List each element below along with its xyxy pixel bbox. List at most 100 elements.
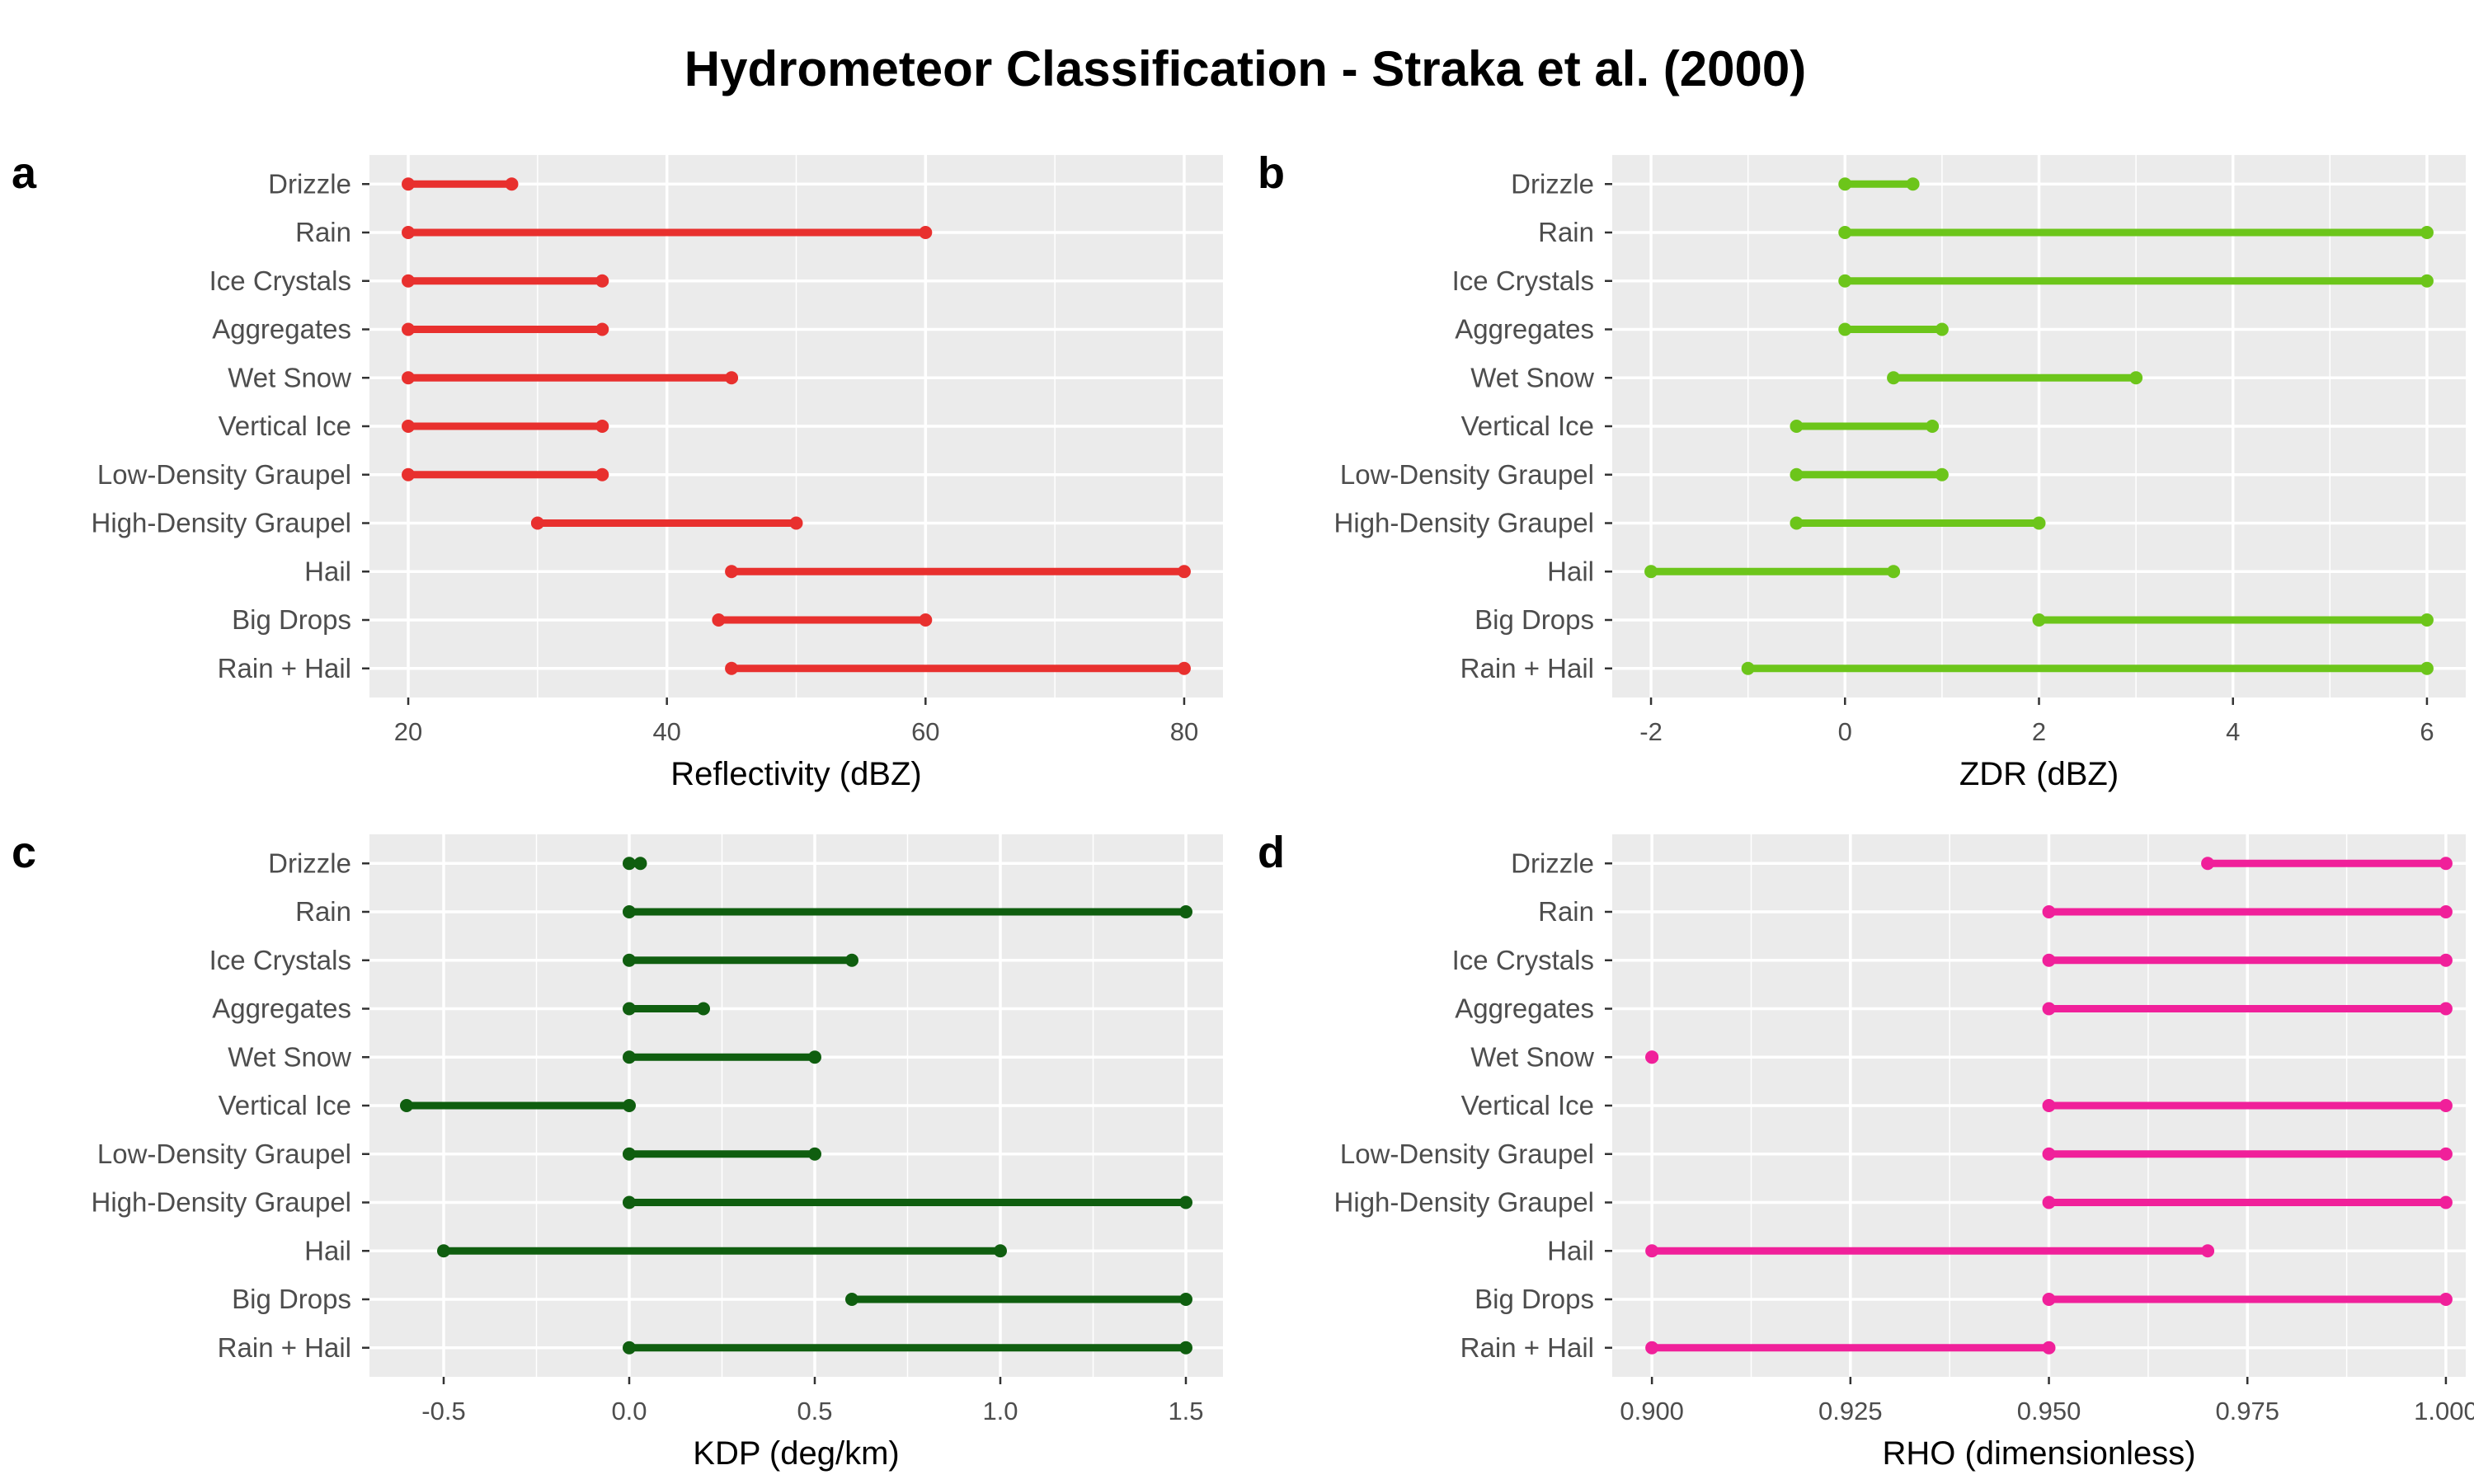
x-tick-label: -2 [1639,717,1663,746]
range-max-point [1179,905,1192,918]
range-max-point [2042,1341,2056,1355]
x-tick-label: 80 [1170,717,1198,746]
category-label: Drizzle [1511,168,1594,199]
panel-a: Drizzle Rain Ice Crystals Aggregates Wet Sno… [12,148,1223,792]
range-max-point [505,177,519,191]
x-axis-title: RHO (dimensionless) [1882,1435,2195,1472]
range-min-point [623,953,636,967]
range-max-point [633,857,647,871]
category-label: Rain [1538,896,1594,927]
range-max-point [1887,565,1901,579]
range-min-point [1645,1341,1659,1355]
range-max-point [808,1050,821,1064]
range-max-point [1179,1293,1192,1306]
range-max-point [789,516,803,530]
range-max-point [1906,177,1920,191]
range-min-point [1790,516,1804,530]
category-label: Drizzle [268,848,351,878]
x-tick-label: 40 [652,717,680,746]
range-min-point [1838,226,1852,239]
range-min-point [402,420,416,433]
range-max-point [2420,613,2434,627]
category-label: Hail [304,1235,351,1266]
category-label: Rain + Hail [218,1332,351,1363]
panel-c: Drizzle Rain Ice Crystals Aggregates Wet Sno… [12,828,1223,1472]
range-min-point [1838,322,1852,336]
category-label: Rain + Hail [218,653,351,683]
range-max-point [2439,1293,2453,1306]
range-min-point [402,226,416,239]
range-max-point [2439,1195,2453,1209]
category-label: Hail [1547,1235,1594,1266]
category-label: Aggregates [1455,993,1594,1024]
range-min-point [402,467,416,481]
range-min-point [400,1099,413,1112]
category-label: Vertical Ice [1461,1090,1594,1120]
range-max-point [1179,1341,1192,1355]
range-min-point [402,177,416,191]
range-min-point [623,1341,636,1355]
category-label: Rain [1538,217,1594,247]
range-min-point [623,905,636,918]
category-label: Rain [295,896,351,927]
x-tick-label: 0.975 [2215,1397,2279,1425]
panel-letter: b [1258,148,1285,198]
category-label: Aggregates [212,314,351,345]
range-max-point [2439,1002,2453,1016]
category-label: Drizzle [1511,848,1594,878]
range-min-point [402,322,416,336]
range-max-point [2439,953,2453,967]
range-min-point [2042,1099,2056,1112]
panel-letter: a [12,148,37,198]
range-min-point [1645,1244,1659,1258]
panel-letter: d [1258,828,1285,877]
category-label: Drizzle [268,168,351,199]
x-tick-label: 0.950 [2017,1397,2081,1425]
range-max-point [595,322,609,336]
category-label: Hail [1547,556,1594,586]
range-max-point [2420,661,2434,675]
category-label: Low-Density Graupel [1340,1139,1594,1169]
x-tick-label: 4 [2226,717,2240,746]
range-max-point [919,613,933,627]
category-label: Low-Density Graupel [1340,459,1594,490]
range-max-point [994,1244,1007,1258]
range-min-point [530,516,544,530]
category-label: Vertical Ice [219,1090,351,1120]
range-max-point [623,1099,636,1112]
category-label: Vertical Ice [219,411,351,441]
range-min-point [402,371,416,385]
range-max-point [725,371,739,385]
range-max-point [919,226,933,239]
panel-b: Drizzle Rain Ice Crystals Aggregates Wet Sno… [1258,148,2466,792]
range-max-point [595,420,609,433]
category-label: Wet Snow [228,362,351,392]
x-tick-label: -0.5 [421,1397,465,1425]
category-label: Aggregates [212,993,351,1024]
range-max-point [595,274,609,288]
x-tick-label: 0.900 [1620,1397,1684,1425]
range-max-point [697,1002,710,1016]
category-label: High-Density Graupel [1334,508,1594,538]
x-tick-label: 0 [1838,717,1852,746]
range-min-point [2201,857,2215,871]
category-label: Ice Crystals [1452,945,1594,975]
x-tick-label: 0.0 [611,1397,647,1425]
category-label: Rain [295,217,351,247]
range-min-point [725,661,739,675]
range-min-point [623,1050,636,1064]
range-max-point [1179,1195,1192,1209]
range-max-point [1935,467,1949,481]
range-min-point [725,565,739,579]
range-max-point [1177,661,1191,675]
range-max-point [808,1147,821,1161]
category-label: Ice Crystals [1452,265,1594,296]
range-max-point [2439,905,2453,918]
range-min-point [2042,1195,2056,1209]
category-label: Wet Snow [1470,362,1594,392]
x-tick-label: 0.925 [1818,1397,1883,1425]
range-max-point [1926,420,1940,433]
range-min-point [402,274,416,288]
range-min-point [2042,1147,2056,1161]
panels: Drizzle Rain Ice Crystals Aggregates Wet Sno… [12,148,2474,1472]
